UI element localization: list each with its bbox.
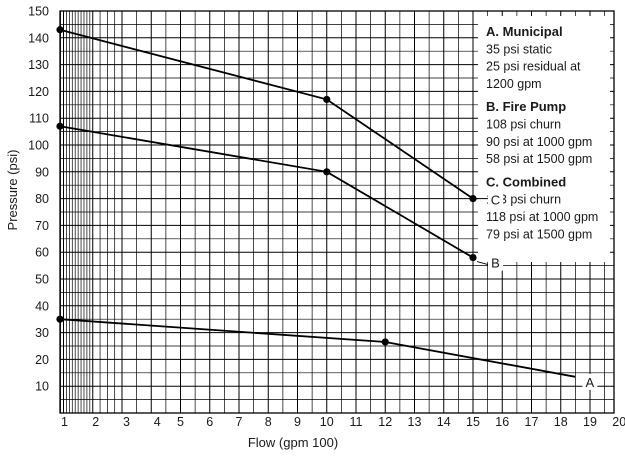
y-tick-label: 120 [28,85,49,99]
y-tick-label: 130 [28,58,49,72]
x-tick-label: 9 [294,415,301,429]
series-layer: A B C [56,26,598,390]
legend-group-item: 58 psi at 1500 gpm [486,152,592,166]
data-point [381,338,389,346]
x-tick-label: 15 [466,415,480,429]
y-tick-label: 140 [28,31,49,45]
x-tick-label: 1 [61,415,68,429]
x-tick-label: 11 [350,415,363,429]
x-tick-label: 8 [265,415,272,429]
series-label-leader [476,261,489,266]
data-point [469,195,477,203]
legend-group-item: 108 psi churn [486,118,561,132]
series-label-bg [488,254,503,271]
y-tick-label: 110 [29,112,49,126]
series-label-a: A [586,375,595,390]
x-tick-label: 3 [123,415,130,429]
data-point [56,26,64,34]
y-tick-label: 100 [28,139,49,153]
legend-group-title: B. Fire Pump [486,99,566,114]
x-tick-label: 7 [236,415,243,429]
legend-group-item: 118 psi at 1000 gpm [486,210,598,224]
series-label-bg [582,373,598,390]
y-tick-label: 60 [35,246,49,260]
x-tick-label: 10 [320,415,334,429]
x-tick-label: 17 [525,415,539,429]
x-tick-label: 2 [92,415,99,429]
legend-group-item: 79 psi at 1500 gpm [486,227,592,241]
legend-group-title: C. Combined [486,174,566,189]
y-tick-label: 10 [35,380,49,394]
y-axis-title: Pressure (psi) [5,150,20,231]
y-tick-label: 80 [35,192,49,206]
series-label-b: B [491,256,500,271]
data-point [323,95,331,104]
data-point [56,122,64,130]
x-tick-label: 14 [437,415,451,429]
legend-group-item: 25 psi residual at [486,60,581,74]
legend: A. Municipal 35 psi static 25 psi residual… [478,16,610,262]
x-tick-label: 18 [554,415,568,429]
series-label-c: C [491,193,500,208]
legend-group-item: 90 psi at 1000 gpm [486,135,592,149]
y-tick-label: 90 [35,165,49,179]
data-point [323,168,331,176]
legend-background [478,16,610,262]
x-tick-label: 16 [495,415,509,429]
data-point [56,315,64,323]
x-tick-label: 12 [378,415,392,429]
y-tick-label: 70 [35,219,49,233]
y-tick-label: 40 [35,299,49,313]
legend-group-item: 35 psi static [486,42,552,56]
x-tick-label: 20 [612,415,625,429]
x-tick-label: 13 [408,415,422,429]
y-tick-label: 150 [28,5,49,19]
x-tick-label: 6 [206,415,213,429]
y-tick-label: 50 [35,273,49,287]
legend-group-title: A. Municipal [486,24,563,39]
x-axis-title: Flow (gpm 100) [248,435,338,450]
y-tick-label: 20 [35,353,49,367]
x-tick-label: 4 [154,415,161,429]
legend-group-item: 1200 gpm [486,77,542,91]
series-label-bg [488,191,503,208]
data-point [469,253,477,262]
x-tick-label: 5 [177,415,184,429]
legend-group-item: 143 psi churn [486,193,561,207]
x-tick-label: 19 [583,415,597,429]
y-tick-label: 30 [35,326,49,340]
